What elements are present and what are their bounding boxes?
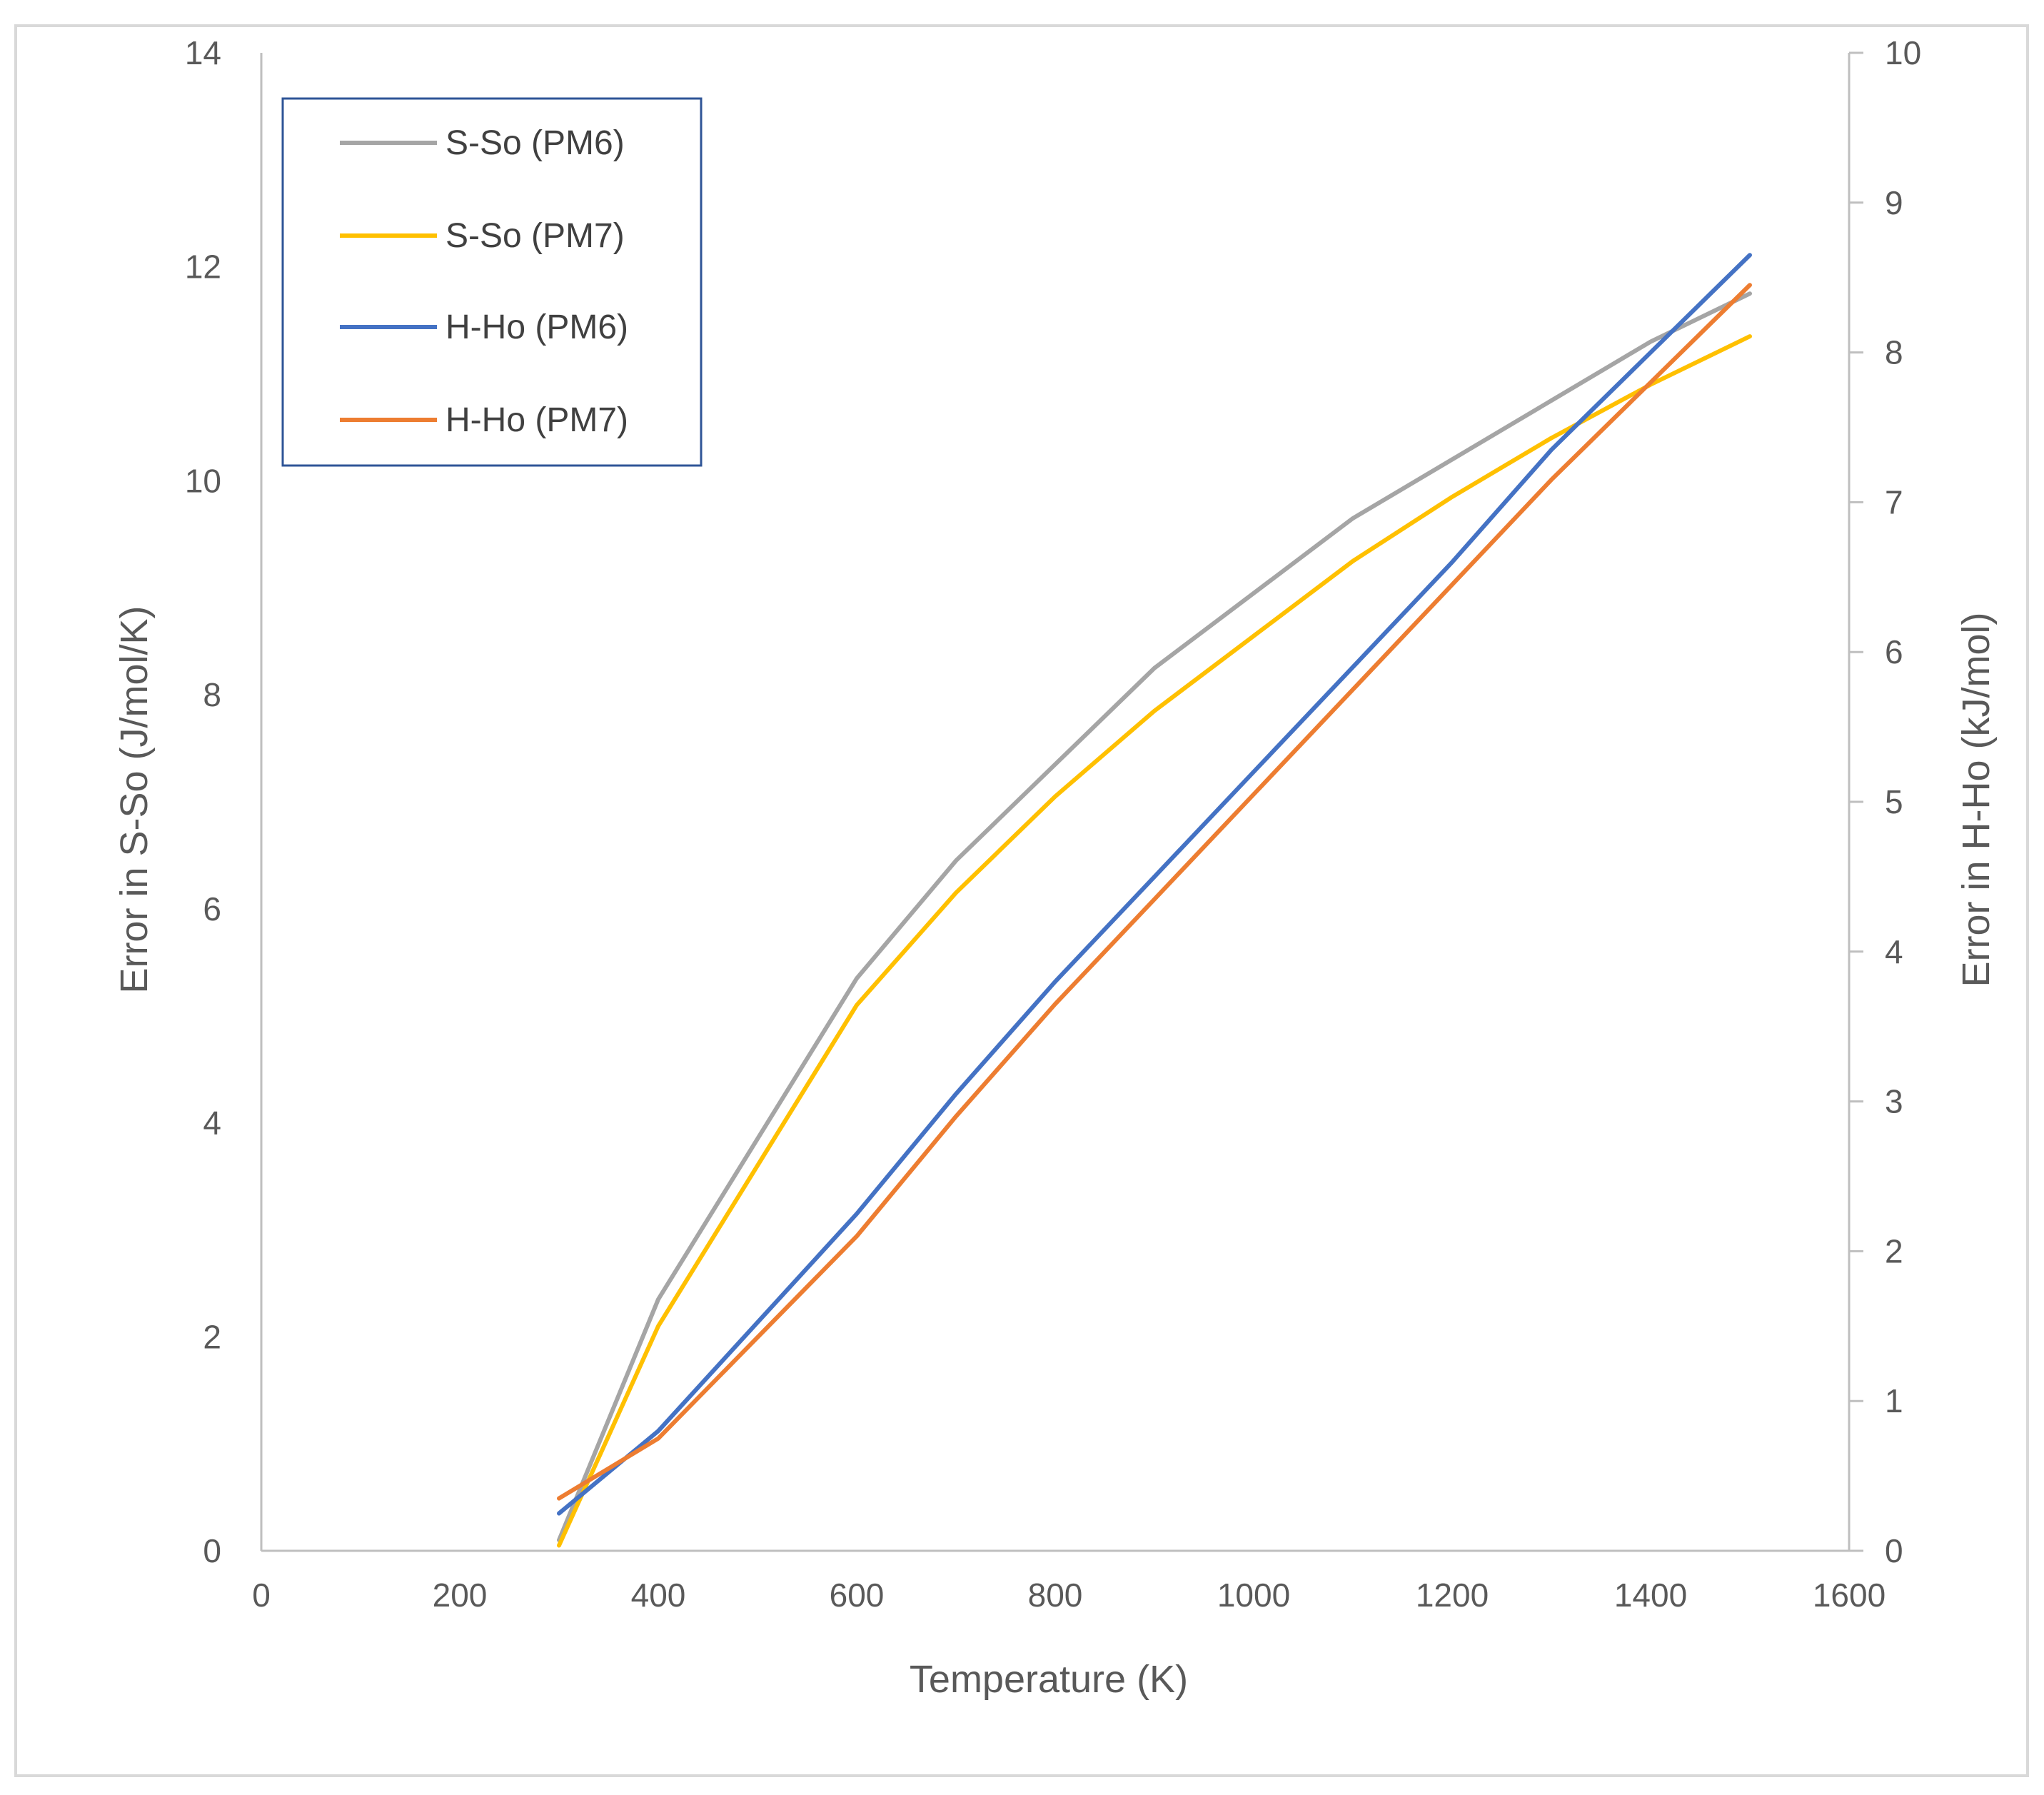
x-axis-title: Temperature (K) bbox=[910, 1658, 1188, 1701]
x-tick-label: 400 bbox=[631, 1577, 686, 1614]
y2-tick-label: 6 bbox=[1885, 633, 1903, 670]
legend-label-s-so-pm6: S-So (PM6) bbox=[445, 124, 625, 162]
x-tick-label: 1200 bbox=[1416, 1577, 1489, 1614]
y2-tick-label: 5 bbox=[1885, 783, 1903, 820]
x-tick-label: 200 bbox=[433, 1577, 488, 1614]
y-tick-label: 0 bbox=[203, 1532, 221, 1569]
y-tick-label: 6 bbox=[203, 890, 221, 927]
x-tick-label: 0 bbox=[252, 1577, 271, 1614]
legend-box bbox=[281, 97, 703, 467]
y2-tick-label: 10 bbox=[1885, 34, 1921, 71]
y2-tick-label: 0 bbox=[1885, 1532, 1903, 1569]
y2-tick-labels: 0 1 2 3 4 5 6 7 8 9 10 bbox=[1849, 34, 1921, 1569]
legend-item-h-ho-pm7: H-Ho (PM7) bbox=[340, 401, 628, 439]
y2-tick-label: 3 bbox=[1885, 1083, 1903, 1120]
y2-tick-label: 9 bbox=[1885, 184, 1903, 221]
y-tick-label: 10 bbox=[185, 462, 221, 499]
legend-label-h-ho-pm7: H-Ho (PM7) bbox=[445, 401, 628, 439]
legend: S-So (PM6) S-So (PM7) H-Ho (PM6) H-Ho (P… bbox=[281, 97, 703, 467]
x-tick-label: 800 bbox=[1028, 1577, 1083, 1614]
y2-tick-label: 4 bbox=[1885, 933, 1903, 970]
legend-label-h-ho-pm6: H-Ho (PM6) bbox=[445, 308, 628, 346]
y-tick-label: 14 bbox=[185, 34, 221, 71]
legend-item-s-so-pm6: S-So (PM6) bbox=[340, 124, 625, 162]
y-tick-label: 2 bbox=[203, 1318, 221, 1355]
y-tick-labels: 0 2 4 6 8 10 12 14 bbox=[185, 34, 221, 1569]
series-line-s-so-pm7 bbox=[557, 334, 1752, 1548]
y-tick-label: 4 bbox=[203, 1105, 221, 1142]
y-tick-label: 12 bbox=[185, 248, 221, 286]
y-tick-label: 8 bbox=[203, 676, 221, 713]
x-tick-label: 600 bbox=[830, 1577, 885, 1614]
x-tick-label: 1000 bbox=[1217, 1577, 1290, 1614]
y2-tick-label: 2 bbox=[1885, 1232, 1903, 1269]
legend-label-s-so-pm7: S-So (PM7) bbox=[445, 217, 625, 255]
legend-item-s-so-pm7: S-So (PM7) bbox=[340, 217, 625, 255]
series-line-s-so-pm6 bbox=[557, 291, 1752, 1542]
y2-tick-label: 7 bbox=[1885, 483, 1903, 521]
y2-tick-label: 1 bbox=[1885, 1382, 1903, 1419]
x-tick-label: 1600 bbox=[1813, 1577, 1886, 1614]
series-line-h-ho-pm7 bbox=[557, 283, 1752, 1501]
x-tick-label: 1400 bbox=[1614, 1577, 1687, 1614]
series-line-h-ho-pm6 bbox=[557, 253, 1752, 1516]
y2-tick-label: 8 bbox=[1885, 334, 1903, 371]
legend-item-h-ho-pm6: H-Ho (PM6) bbox=[340, 308, 628, 346]
y-axis-title: Error in S-So (J/mol/K) bbox=[113, 605, 156, 993]
y2-axis-title: Error in H-Ho (kJ/mol) bbox=[1955, 612, 1998, 987]
series-lines bbox=[557, 253, 1752, 1548]
x-tick-labels: 0 200 400 600 800 1000 1200 1400 1600 bbox=[252, 1577, 1886, 1614]
